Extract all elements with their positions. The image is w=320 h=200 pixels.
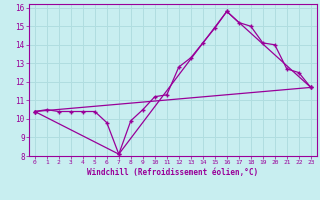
X-axis label: Windchill (Refroidissement éolien,°C): Windchill (Refroidissement éolien,°C): [87, 168, 258, 177]
